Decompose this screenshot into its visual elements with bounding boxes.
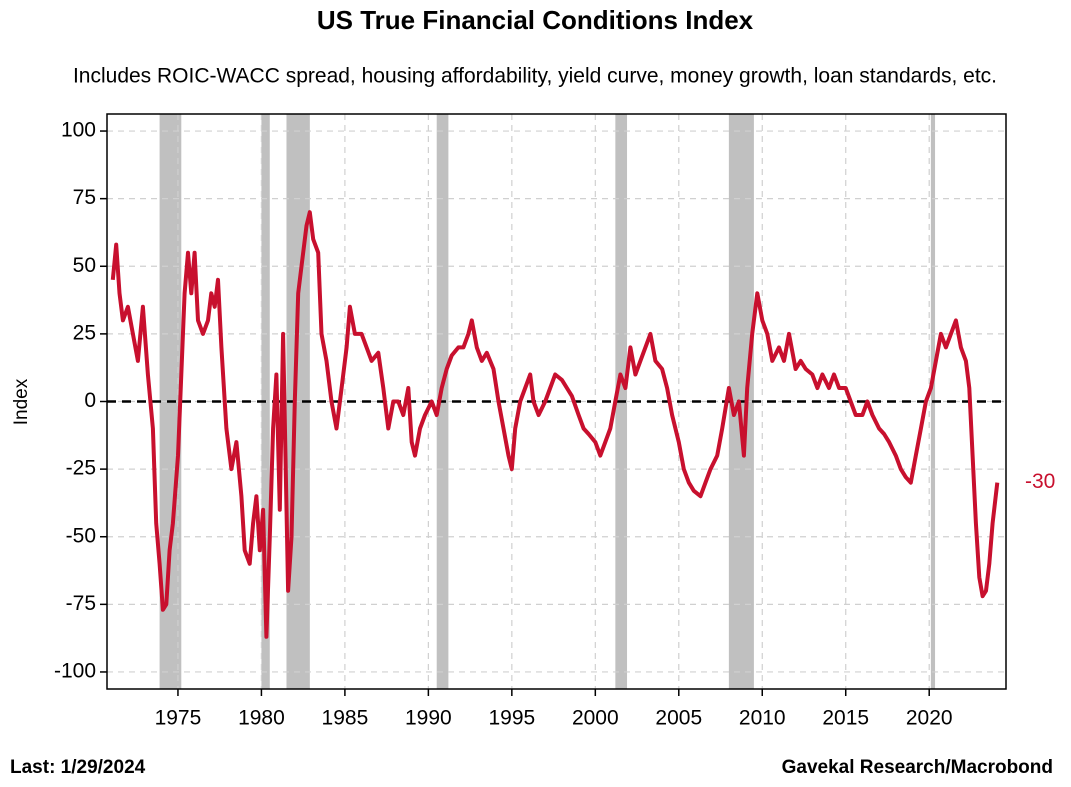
x-tick-label: 2015 xyxy=(822,707,869,730)
y-tick-label: 25 xyxy=(73,321,96,344)
x-tick-label: 1985 xyxy=(322,707,369,730)
chart-subtitle: Includes ROIC-WACC spread, housing affor… xyxy=(73,65,997,88)
x-tick-label: 2020 xyxy=(906,707,953,730)
y-tick-label: -75 xyxy=(66,592,96,615)
plot-frame xyxy=(106,113,1007,690)
chart-title: US True Financial Conditions Index xyxy=(317,5,754,35)
x-tick-label: 1980 xyxy=(238,707,285,730)
x-tick-label: 2005 xyxy=(655,707,702,730)
end-label: -30 xyxy=(1025,470,1055,493)
x-tick-label: 1975 xyxy=(155,707,202,730)
y-tick-label: 75 xyxy=(73,186,96,209)
y-tick-label: -50 xyxy=(66,524,96,547)
footer-left: Last: 1/29/2024 xyxy=(10,757,146,778)
x-tick-label: 1990 xyxy=(405,707,452,730)
y-tick-label: -25 xyxy=(66,457,96,480)
x-tick-label: 2010 xyxy=(739,707,786,730)
y-tick-label: 100 xyxy=(61,119,96,142)
data-line xyxy=(110,210,1000,639)
y-tick-label: -100 xyxy=(54,660,96,683)
x-tick-label: 1995 xyxy=(488,707,535,730)
y-axis-label: Index xyxy=(11,378,32,425)
y-tick-label: 50 xyxy=(73,254,96,277)
x-tick-label: 2000 xyxy=(572,707,619,730)
footer-right: Gavekal Research/Macrobond xyxy=(782,757,1053,778)
y-tick-label: 0 xyxy=(84,389,96,412)
